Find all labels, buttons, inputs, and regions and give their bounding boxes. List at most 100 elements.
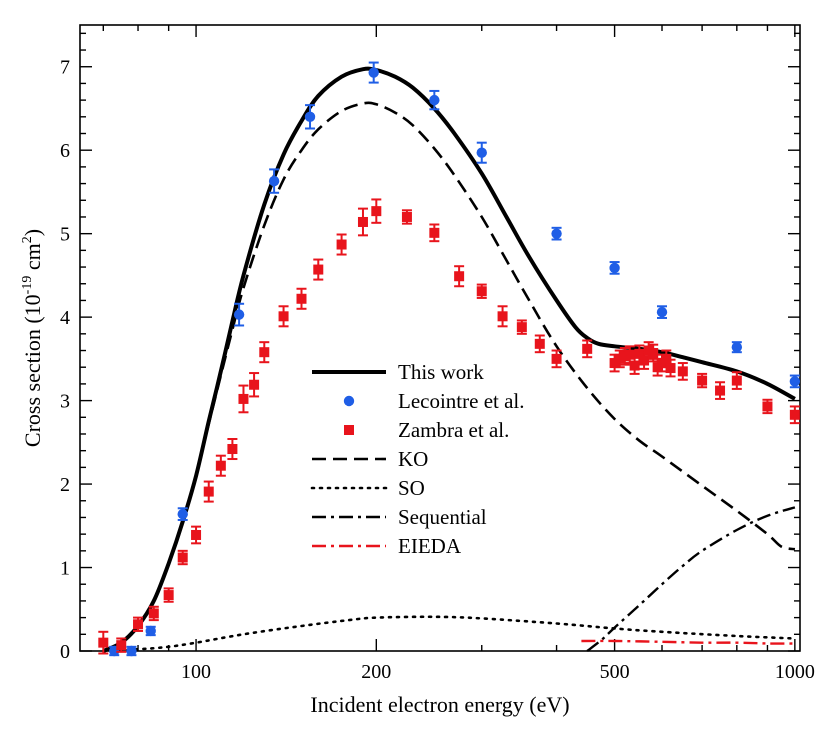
legend-label: SO bbox=[398, 476, 425, 500]
data-point bbox=[163, 590, 174, 601]
x-tick-label: 1000 bbox=[775, 661, 815, 683]
x-tick-label: 200 bbox=[361, 661, 391, 683]
y-tick-label: 3 bbox=[60, 391, 70, 413]
series-line-eieda bbox=[581, 639, 795, 645]
legend-swatch bbox=[343, 395, 355, 407]
data-point bbox=[614, 353, 625, 364]
data-point bbox=[278, 311, 289, 322]
data-point bbox=[648, 348, 659, 359]
tick-labels: 0 1 2 3 4 5 6 7 100 200 500 1000 bbox=[60, 57, 815, 683]
y-tick-label: 4 bbox=[60, 307, 70, 329]
data-point bbox=[516, 322, 527, 333]
data-point bbox=[336, 239, 347, 250]
data-point bbox=[313, 264, 324, 275]
plot-frame bbox=[79, 24, 801, 652]
legend-item-sequential: Sequential bbox=[312, 505, 487, 529]
y-tick-label: 5 bbox=[60, 224, 70, 246]
data-point bbox=[789, 376, 801, 387]
series-line-so bbox=[102, 615, 797, 653]
legend-label: This work bbox=[398, 360, 484, 384]
data-point bbox=[429, 227, 440, 238]
data-point bbox=[259, 347, 270, 358]
legend-label: Lecointre et al. bbox=[398, 389, 525, 413]
data-point bbox=[133, 619, 144, 630]
data-point bbox=[268, 175, 280, 187]
data-point bbox=[429, 94, 440, 106]
data-point bbox=[609, 262, 620, 274]
y-tick-label: 1 bbox=[60, 558, 70, 580]
legend-label: Zambra et al. bbox=[398, 418, 509, 442]
axis-ticks bbox=[80, 25, 800, 652]
data-point bbox=[731, 375, 742, 386]
x-tick-label: 100 bbox=[181, 661, 211, 683]
legend-label: Sequential bbox=[398, 505, 487, 529]
series-points-zambra-et-al bbox=[98, 198, 800, 655]
data-point bbox=[304, 111, 316, 123]
data-point bbox=[145, 625, 156, 637]
legend-item-lecointre-et-al: Lecointre et al. bbox=[343, 389, 525, 413]
series-line-ko bbox=[102, 101, 796, 653]
legend-item-zambra-et-al: Zambra et al. bbox=[344, 418, 509, 442]
data-point bbox=[609, 358, 620, 369]
legend-label: KO bbox=[398, 447, 428, 471]
y-axis-label-main: Cross section (10 bbox=[20, 294, 45, 447]
series-line-sequential bbox=[586, 506, 796, 652]
data-point bbox=[148, 608, 159, 619]
data-point bbox=[497, 311, 508, 322]
data-point bbox=[233, 309, 245, 320]
legend-item-eieda: EIEDA bbox=[312, 534, 462, 558]
data-point bbox=[296, 293, 307, 304]
y-axis-label-exponent: -19 bbox=[20, 276, 35, 295]
data-point bbox=[665, 363, 676, 374]
data-point bbox=[126, 645, 137, 657]
data-point bbox=[401, 211, 412, 222]
y-tick-label: 0 bbox=[60, 641, 70, 663]
legend-item-ko: KO bbox=[312, 447, 428, 471]
data-point bbox=[476, 286, 487, 297]
y-axis-label-unit-exponent: 2 bbox=[20, 236, 35, 243]
legend-swatch bbox=[344, 425, 354, 435]
legend-item-this-work: This work bbox=[312, 360, 484, 384]
data-point bbox=[238, 393, 249, 404]
y-axis-label: Cross section (10-19 cm2) bbox=[20, 229, 45, 447]
data-point bbox=[762, 401, 773, 412]
data-point bbox=[203, 486, 214, 497]
data-point bbox=[215, 460, 226, 471]
data-point bbox=[715, 385, 726, 396]
data-point bbox=[551, 228, 562, 239]
data-point bbox=[191, 529, 202, 540]
data-point bbox=[476, 147, 487, 158]
data-point bbox=[697, 375, 708, 386]
data-point bbox=[177, 508, 188, 520]
data-point bbox=[629, 360, 640, 371]
data-point bbox=[731, 341, 743, 353]
data-point bbox=[116, 640, 127, 651]
data-point bbox=[677, 366, 688, 377]
data-point bbox=[227, 444, 238, 455]
x-tick-label: 500 bbox=[600, 661, 630, 683]
data-point bbox=[368, 67, 379, 78]
y-tick-label: 7 bbox=[60, 57, 70, 79]
data-point bbox=[551, 353, 562, 364]
data-point bbox=[639, 355, 650, 366]
data-point bbox=[656, 306, 668, 318]
data-point bbox=[371, 206, 382, 217]
data-point bbox=[634, 348, 645, 359]
data-point bbox=[454, 271, 465, 282]
data-point bbox=[177, 552, 188, 563]
legend-label: EIEDA bbox=[398, 534, 462, 558]
data-point bbox=[357, 216, 368, 227]
series-points-lecointre-et-al bbox=[109, 61, 801, 657]
series-layer bbox=[98, 61, 801, 657]
data-point bbox=[534, 338, 545, 349]
y-axis-label-unit: cm bbox=[20, 243, 45, 275]
data-point bbox=[98, 637, 109, 648]
y-tick-label: 6 bbox=[60, 140, 70, 162]
data-point bbox=[624, 349, 635, 360]
y-axis-label-close: ) bbox=[20, 229, 45, 236]
legend: This work Lecointre et al. Zambra et al. KO… bbox=[310, 360, 525, 558]
y-tick-label: 2 bbox=[60, 474, 70, 496]
data-point bbox=[582, 343, 593, 354]
data-point bbox=[249, 379, 260, 390]
